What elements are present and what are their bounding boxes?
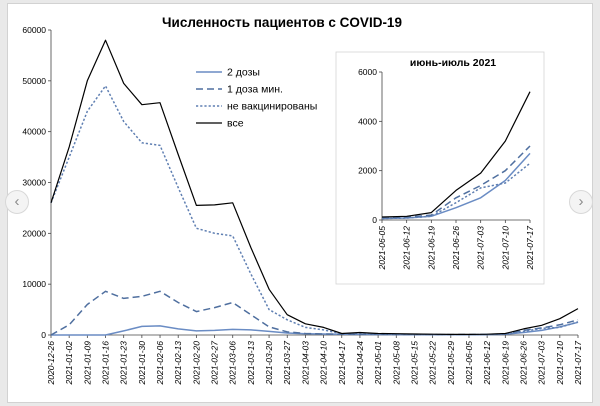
x-tick-label: 2021-05-29 <box>446 341 456 386</box>
x-tick-label: 2021-07-17 <box>573 341 583 386</box>
x-tick-label: 2021-01-02 <box>64 341 74 386</box>
x-tick-label: 2021-01-16 <box>101 341 111 386</box>
legend-label: все <box>227 118 244 130</box>
x-tick-label: 2021-02-20 <box>191 341 201 386</box>
x-tick-label: 2021-06-19 <box>426 226 436 271</box>
x-tick-label: 2021-06-12 <box>482 341 492 386</box>
x-tick-label: 2021-05-01 <box>373 341 383 386</box>
legend-label: 2 дозы <box>227 67 260 79</box>
main-chart-axes: 01000020000300004000050000600002020-12-2… <box>22 25 583 385</box>
legend-label: 1 доза мин. <box>227 84 283 96</box>
inset-chart-series <box>381 91 531 220</box>
main-chart-title: Численность пациентов с COVID-19 <box>162 15 402 30</box>
x-tick-label: 2021-03-27 <box>282 341 292 386</box>
x-tick-label: 2021-06-19 <box>500 341 510 386</box>
x-tick-label: 2021-05-22 <box>428 341 438 386</box>
x-tick-label: 2021-04-24 <box>355 341 365 386</box>
series-line <box>50 39 579 335</box>
x-tick-label: 2021-01-09 <box>82 341 92 386</box>
x-tick-label: 2021-04-17 <box>337 341 347 386</box>
inset-chart-panel <box>335 51 545 285</box>
x-tick-label: 2021-01-23 <box>119 341 129 386</box>
y-tick-label: 0 <box>372 215 377 225</box>
y-tick-label: 60000 <box>22 25 46 35</box>
x-tick-label: 2021-07-10 <box>500 226 510 271</box>
next-image-button[interactable]: › <box>569 190 593 214</box>
x-tick-label: 2020-12-26 <box>46 341 56 386</box>
series-line <box>381 91 531 218</box>
x-tick-label: 2021-03-20 <box>264 341 274 386</box>
inset-chart-title: июнь-июль 2021 <box>410 57 496 69</box>
series-line <box>50 290 579 336</box>
chevron-left-icon: ‹ <box>14 193 20 210</box>
y-tick-label: 50000 <box>22 76 46 86</box>
x-tick-label: 2021-07-03 <box>537 341 547 386</box>
y-tick-label: 2000 <box>358 166 377 176</box>
x-tick-label: 2021-01-30 <box>137 341 147 386</box>
x-tick-label: 2021-04-10 <box>319 341 329 386</box>
x-tick-label: 2021-03-13 <box>246 341 256 386</box>
y-tick-label: 10000 <box>22 279 46 289</box>
y-tick-label: 6000 <box>358 67 377 77</box>
series-line <box>381 145 531 219</box>
series-line <box>381 152 531 220</box>
x-tick-label: 2021-03-06 <box>228 341 238 386</box>
y-tick-label: 4000 <box>358 116 377 126</box>
x-tick-label: 2021-07-03 <box>476 226 486 271</box>
x-tick-label: 2021-06-05 <box>377 226 387 271</box>
x-tick-label: 2021-07-10 <box>555 341 565 386</box>
prev-image-button[interactable]: ‹ <box>5 190 29 214</box>
x-tick-label: 2021-02-06 <box>155 341 165 386</box>
x-tick-label: 2021-05-15 <box>409 341 419 386</box>
x-tick-label: 2021-05-08 <box>391 341 401 386</box>
x-tick-label: 2021-02-27 <box>210 341 220 386</box>
y-tick-label: 40000 <box>22 127 46 137</box>
x-tick-label: 2021-07-17 <box>525 226 535 271</box>
x-tick-label: 2021-06-05 <box>464 341 474 386</box>
y-tick-label: 0 <box>41 330 46 340</box>
main-chart-series <box>50 39 579 336</box>
x-tick-label: 2021-02-13 <box>173 341 183 386</box>
inset-chart-axes: 0 2000 4000 6000 2021-06-05 2021-06-12 2021-06… <box>358 67 535 270</box>
x-tick-label: 2021-04-03 <box>300 341 310 386</box>
x-tick-label: 2021-06-26 <box>518 341 528 386</box>
chart-legend: 2 дозы 1 доза мин. не вакцинированы все <box>196 67 317 130</box>
series-line <box>381 162 531 220</box>
y-tick-label: 30000 <box>22 178 46 188</box>
x-tick-label: 2021-06-26 <box>451 226 461 271</box>
chevron-right-icon: › <box>578 193 584 210</box>
legend-label: не вакцинированы <box>227 101 317 113</box>
y-tick-label: 20000 <box>22 228 46 238</box>
x-tick-label: 2021-06-12 <box>402 226 412 271</box>
